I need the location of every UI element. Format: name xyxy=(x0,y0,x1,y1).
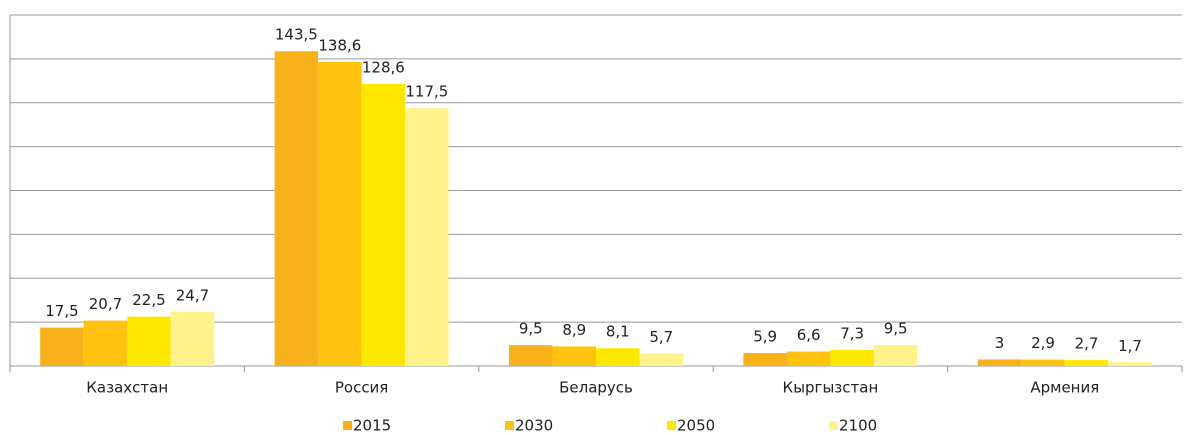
bar xyxy=(40,327,84,366)
bar xyxy=(639,353,683,366)
data-label: 8,9 xyxy=(562,321,586,339)
bar xyxy=(509,345,553,366)
x-tick-label: Беларусь xyxy=(559,379,633,397)
data-label: 5,9 xyxy=(753,328,777,346)
bar xyxy=(361,83,406,366)
x-tick-label: Кыргызстан xyxy=(783,379,879,397)
bar xyxy=(1021,359,1065,366)
data-label: 6,6 xyxy=(797,326,821,344)
legend-label: 2050 xyxy=(677,417,715,435)
data-label: 117,5 xyxy=(405,83,448,101)
data-label: 1,7 xyxy=(1118,337,1142,355)
legend-marker xyxy=(667,421,676,430)
bar xyxy=(1108,362,1152,366)
legend-label: 2015 xyxy=(353,417,391,435)
data-label: 17,5 xyxy=(45,302,78,320)
data-label: 20,7 xyxy=(89,295,122,313)
bar xyxy=(830,349,874,366)
bar xyxy=(977,359,1022,366)
bar xyxy=(552,346,596,366)
data-label: 2,7 xyxy=(1075,335,1099,353)
data-label: 143,5 xyxy=(275,26,318,44)
bar xyxy=(318,61,362,366)
data-label: 24,7 xyxy=(176,286,209,304)
x-tick-label: Россия xyxy=(335,379,389,397)
bar xyxy=(170,311,215,366)
data-label: 128,6 xyxy=(362,58,405,76)
data-label: 3 xyxy=(995,334,1005,352)
data-label: 5,7 xyxy=(649,328,673,346)
legend-label: 2100 xyxy=(839,417,877,435)
data-label: 138,6 xyxy=(318,36,361,54)
bar xyxy=(83,320,128,366)
legend-marker xyxy=(343,421,352,430)
x-tick-label: Казахстан xyxy=(86,379,168,397)
data-label: 8,1 xyxy=(606,323,630,341)
data-label: 9,5 xyxy=(884,320,908,338)
bar xyxy=(1064,360,1109,366)
bar xyxy=(596,348,640,366)
bar xyxy=(274,51,319,367)
data-label: 9,5 xyxy=(519,320,543,338)
bar xyxy=(127,316,171,366)
legend-marker xyxy=(505,421,514,430)
x-tick-label: Армения xyxy=(1030,379,1099,397)
data-label: 2,9 xyxy=(1031,334,1055,352)
bar xyxy=(743,353,787,366)
bar xyxy=(873,345,918,366)
data-label: 22,5 xyxy=(132,291,165,309)
legend-label: 2030 xyxy=(515,417,553,435)
legend-marker xyxy=(829,421,838,430)
bar xyxy=(405,108,449,366)
data-label: 7,3 xyxy=(840,324,864,342)
bar xyxy=(786,351,831,366)
